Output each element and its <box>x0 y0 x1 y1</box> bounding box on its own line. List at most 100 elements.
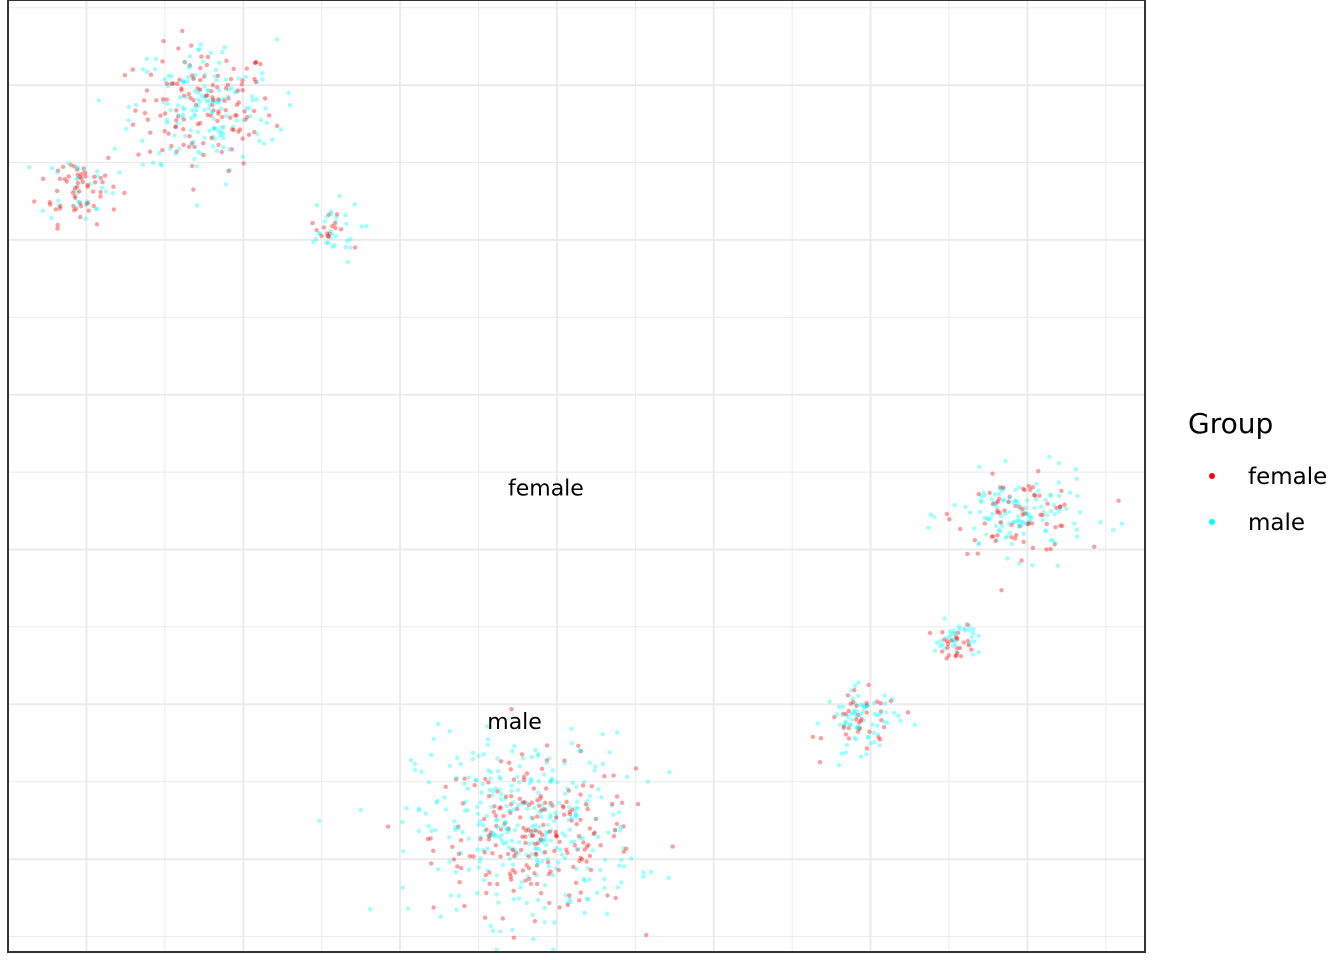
point-male <box>548 815 553 820</box>
point-female <box>1021 539 1026 544</box>
point-male <box>1032 505 1037 511</box>
point-male <box>585 798 590 804</box>
point-male <box>618 824 623 829</box>
point-male <box>448 893 454 898</box>
point-male <box>456 893 461 898</box>
point-male <box>1016 503 1022 508</box>
point-male <box>157 151 162 156</box>
point-male <box>205 88 210 93</box>
point-female <box>993 538 998 544</box>
point-male <box>1015 514 1021 519</box>
point-male <box>872 711 877 717</box>
point-male <box>543 833 548 838</box>
point-male <box>334 215 339 220</box>
point-female <box>174 149 179 154</box>
point-female <box>508 767 513 772</box>
point-male <box>1043 529 1048 534</box>
panel-border <box>7 0 1146 953</box>
point-male <box>490 793 495 798</box>
point-female <box>198 65 203 71</box>
point-female <box>385 824 391 829</box>
point-female <box>577 858 582 864</box>
point-male <box>487 834 492 839</box>
point-male <box>95 174 100 179</box>
point-male <box>1056 480 1061 485</box>
point-male <box>968 639 973 645</box>
point-male <box>994 537 999 543</box>
point-male <box>435 798 440 804</box>
point-male <box>858 712 863 717</box>
point-male <box>144 69 150 75</box>
point-male <box>1074 527 1080 532</box>
point-male <box>548 838 554 843</box>
point-male <box>595 834 601 840</box>
point-male <box>621 846 626 851</box>
point-female <box>66 174 71 179</box>
point-male <box>536 779 541 784</box>
point-male <box>203 93 208 99</box>
point-male <box>453 869 459 875</box>
point-male <box>195 129 201 134</box>
point-female <box>578 792 583 797</box>
point-male <box>498 797 504 802</box>
point-female <box>567 893 572 898</box>
point-male <box>1051 502 1057 508</box>
point-female <box>55 226 60 231</box>
point-male <box>516 840 522 845</box>
point-male <box>1029 515 1034 521</box>
point-female <box>954 635 960 641</box>
point-male <box>574 847 580 852</box>
point-male <box>94 169 100 174</box>
point-male <box>504 803 509 809</box>
point-male <box>604 911 610 916</box>
point-female <box>501 813 506 819</box>
point-male <box>226 94 231 99</box>
point-male <box>264 120 270 126</box>
point-male <box>556 801 562 806</box>
point-male <box>99 185 105 190</box>
point-female <box>326 234 331 239</box>
point-male <box>72 188 77 193</box>
point-male <box>890 697 895 702</box>
point-female <box>875 699 880 704</box>
point-male <box>405 906 411 911</box>
point-female <box>53 207 58 212</box>
point-male <box>870 722 875 727</box>
point-female <box>954 637 960 642</box>
point-female <box>1002 508 1007 513</box>
point-male <box>509 788 514 794</box>
point-female <box>275 123 280 129</box>
point-male <box>233 90 238 95</box>
point-female <box>502 821 507 826</box>
point-male <box>1015 500 1020 506</box>
point-female <box>431 848 436 853</box>
point-female <box>58 203 63 209</box>
point-female <box>578 817 583 822</box>
point-male <box>864 704 870 709</box>
point-male <box>852 708 857 713</box>
point-female <box>997 496 1002 501</box>
point-male <box>103 189 109 194</box>
point-male <box>562 856 568 861</box>
point-male <box>94 206 99 211</box>
point-female <box>954 653 959 658</box>
point-male <box>165 120 170 125</box>
point-male <box>474 891 480 896</box>
point-female <box>513 870 518 875</box>
point-female <box>98 194 103 199</box>
point-female <box>1048 546 1053 552</box>
point-female <box>879 718 884 723</box>
point-male <box>416 828 421 834</box>
point-female <box>534 863 540 868</box>
point-male <box>206 88 211 93</box>
point-male <box>262 141 267 146</box>
point-female <box>520 868 526 873</box>
point-male <box>1021 531 1026 536</box>
point-male <box>942 646 948 651</box>
point-female <box>575 847 581 852</box>
point-male <box>984 532 989 537</box>
point-female <box>70 190 76 195</box>
point-male <box>528 832 533 838</box>
point-male <box>140 138 145 144</box>
